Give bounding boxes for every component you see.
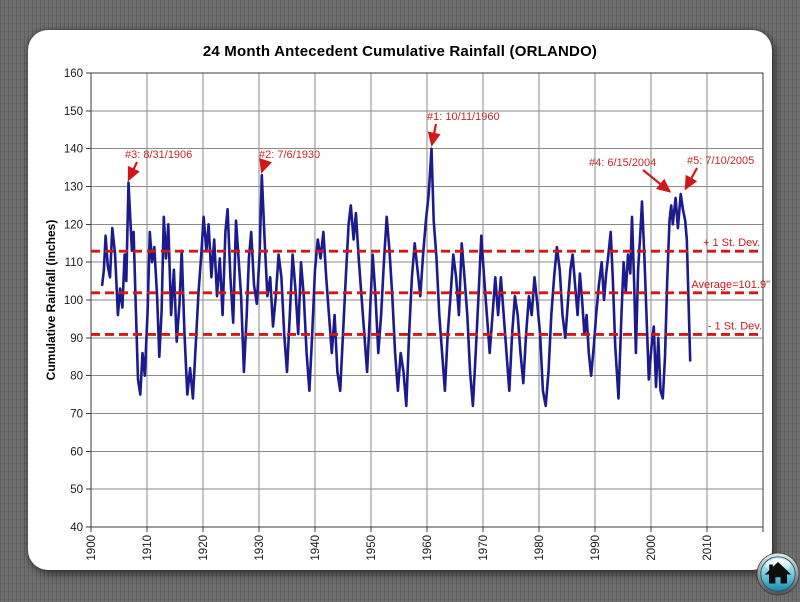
x-tick-label: 1910 (142, 535, 154, 561)
y-tick-label: 150 (64, 106, 83, 118)
reference-line-label: - 1 St. Dev. (708, 320, 762, 332)
chart-title: 24 Month Antecedent Cumulative Rainfall … (202, 43, 598, 60)
annotation-label: #2: 7/6/1930 (259, 149, 320, 161)
annotation-arrow (127, 161, 140, 182)
x-tick-label: 1970 (478, 535, 490, 561)
annotation-arrow (684, 167, 698, 191)
y-tick-label: 120 (64, 219, 83, 231)
x-tick-label: 1960 (422, 535, 434, 561)
reference-line-label: + 1 St. Dev. (703, 237, 760, 249)
y-tick-label: 40 (70, 522, 83, 534)
y-tick-label: 130 (64, 182, 83, 194)
series-line (100, 147, 692, 408)
home-button[interactable] (756, 551, 800, 597)
annotation-label: #3: 8/31/1906 (125, 149, 192, 161)
reference-line-label: Average=101.9" (691, 279, 770, 291)
home-icon (756, 552, 800, 596)
annotation-arrow (427, 123, 441, 147)
x-tick-label: 1930 (254, 535, 266, 561)
annotation-label: #4: 6/15/2004 (589, 157, 656, 169)
y-tick-label: 50 (70, 484, 83, 496)
y-tick-label: 110 (65, 257, 83, 269)
y-tick-label: 100 (64, 295, 83, 307)
x-tick-label: 1920 (198, 535, 210, 561)
x-tick-label: 1990 (590, 535, 602, 561)
annotation-arrow (642, 169, 672, 193)
y-tick-label: 140 (64, 144, 83, 156)
x-tick-label: 1900 (86, 535, 98, 561)
y-tick-label: 80 (70, 371, 83, 383)
x-tick-label: 1980 (534, 535, 546, 561)
y-tick-label: 70 (70, 409, 83, 421)
y-tick-label: 160 (64, 68, 83, 80)
annotation-arrow (259, 158, 272, 174)
x-tick-label: 1940 (310, 535, 322, 561)
annotation-label: #5: 7/10/2005 (687, 155, 754, 167)
slide: 24 Month Antecedent Cumulative Rainfall … (28, 30, 772, 570)
x-tick-label: 1950 (366, 535, 378, 561)
x-tick-label: 2010 (702, 535, 714, 561)
x-tick-label: 2000 (646, 535, 658, 561)
annotation-label: #1: 10/11/1960 (427, 111, 500, 123)
y-tick-label: 90 (70, 333, 83, 345)
y-tick-label: 60 (70, 446, 83, 458)
rainfall-chart: 40 50 60 70 80 90 100 110 120 130 140 150 160 1900 191… (64, 68, 770, 561)
